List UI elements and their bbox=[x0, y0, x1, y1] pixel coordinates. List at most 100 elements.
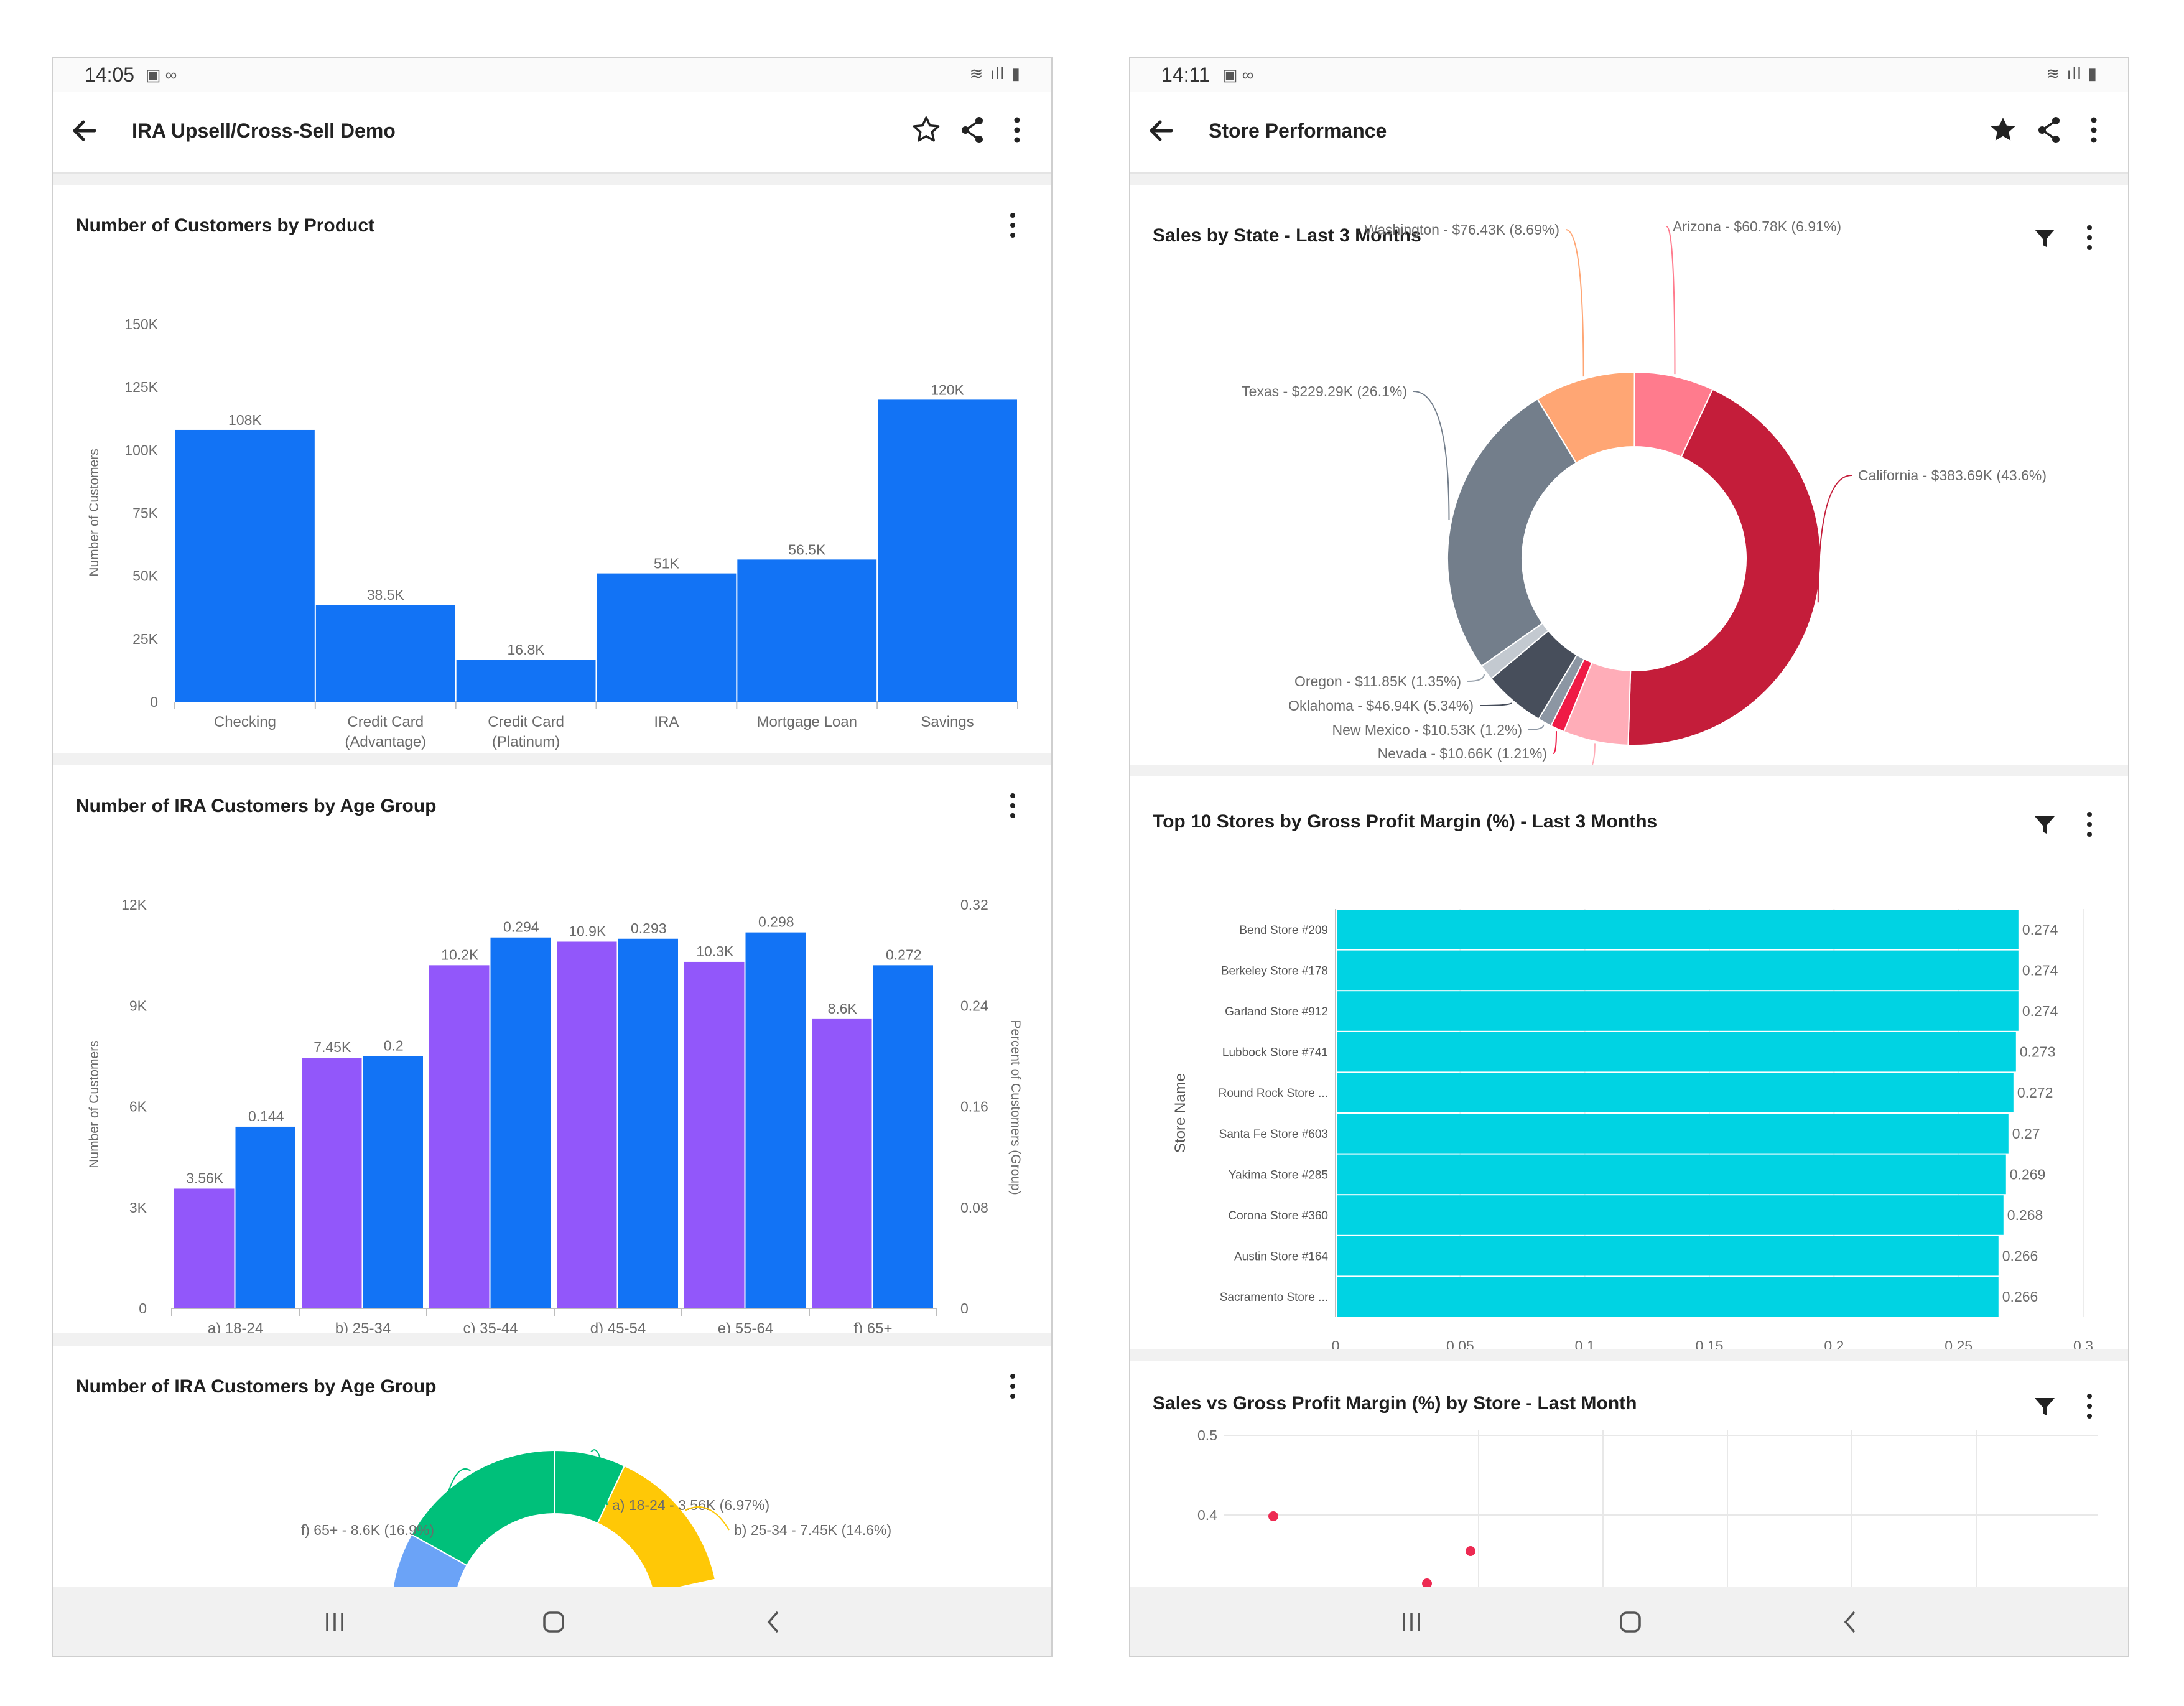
y2-tick-label: 0.24 bbox=[960, 997, 988, 1014]
recent-apps-icon[interactable] bbox=[1394, 1605, 1429, 1639]
back-arrow-icon[interactable] bbox=[1143, 112, 1180, 149]
data-label: 0.2 bbox=[384, 1037, 404, 1053]
slice-label: Texas - $229.29K (26.1%) bbox=[1242, 383, 1407, 399]
data-label: 0.268 bbox=[2007, 1207, 2043, 1223]
y-tick-label: Yakima Store #285 bbox=[1229, 1168, 1328, 1182]
label-leader bbox=[1553, 731, 1557, 754]
signal-battery-icons: ≋ ıll ▮ bbox=[969, 64, 1021, 83]
card-title: Number of Customers by Product bbox=[76, 215, 375, 236]
star-filled-icon[interactable] bbox=[1986, 113, 2020, 147]
more-vert-icon[interactable] bbox=[2077, 113, 2111, 147]
y-tick-label: Round Rock Store ... bbox=[1219, 1087, 1328, 1100]
x-tick-label: Checking bbox=[214, 714, 276, 730]
data-label: 0.274 bbox=[2022, 1003, 2058, 1019]
chart-card-sales-vs-margin: Sales vs Gross Profit Margin (%) by Stor… bbox=[1130, 1361, 2128, 1597]
recent-apps-icon[interactable] bbox=[317, 1605, 352, 1639]
app-bar: Store Performance bbox=[1130, 92, 2128, 174]
card-menu-icon[interactable] bbox=[1000, 1369, 1025, 1403]
label-leader bbox=[1528, 724, 1545, 730]
x-tick-label: 0.05 bbox=[1446, 1338, 1474, 1349]
card-menu-icon[interactable] bbox=[1000, 789, 1025, 823]
status-time: 14:11 bbox=[1161, 63, 1210, 86]
slice-label: a) 18-24 - 3.56K (6.97%) bbox=[612, 1497, 769, 1513]
slice-label: New Mexico - $10.53K (1.2%) bbox=[1332, 722, 1522, 738]
bar-percent bbox=[363, 1056, 423, 1308]
bar-percent bbox=[618, 938, 678, 1308]
label-leader bbox=[1666, 226, 1676, 375]
back-arrow-icon[interactable] bbox=[66, 112, 103, 149]
data-label: 10.2K bbox=[441, 946, 479, 963]
y2-tick-label: 0 bbox=[960, 1300, 969, 1317]
y-tick-label: 125K bbox=[124, 379, 158, 395]
bar bbox=[456, 660, 596, 702]
notification-icons: ▣ ∞ bbox=[146, 65, 177, 84]
y-tick-label: 9K bbox=[129, 997, 147, 1014]
back-nav-icon[interactable] bbox=[1833, 1605, 1868, 1639]
chart-card-ira-by-age-donut: Number of IRA Customers by Age Group a) … bbox=[53, 1346, 1051, 1595]
slice-label: Oklahoma - $46.94K (5.34%) bbox=[1288, 697, 1474, 714]
x-tick-label: d) 45-54 bbox=[590, 1320, 646, 1333]
bar-customers bbox=[429, 965, 490, 1308]
y2-tick-label: 0.08 bbox=[960, 1200, 988, 1216]
y-tick-label: 100K bbox=[124, 442, 158, 458]
tablet-screen-left: 14:05 ▣ ∞ ≋ ıll ▮ IRA Upsell/Cross-Sell … bbox=[52, 57, 1053, 1657]
bar bbox=[597, 573, 737, 702]
bar-percent bbox=[490, 937, 551, 1308]
donut-slice bbox=[1536, 371, 1635, 464]
horizontal-bar-chart-top10-stores: 0 0.05 0.1 0.15 0.2 0.25 0.3 0.274 Bend Store #2… bbox=[1172, 909, 2093, 1349]
card-menu-icon[interactable] bbox=[2077, 221, 2102, 254]
filter-icon[interactable] bbox=[2031, 1393, 2058, 1420]
x-tick-label: (Advantage) bbox=[345, 734, 426, 750]
data-label: 0.272 bbox=[2017, 1084, 2053, 1101]
data-label: 120K bbox=[931, 381, 964, 398]
status-bar: 14:05 ▣ ∞ ≋ ıll ▮ bbox=[53, 58, 1051, 92]
home-icon[interactable] bbox=[1613, 1605, 1648, 1639]
filter-icon[interactable] bbox=[2031, 225, 2058, 252]
donut-slice bbox=[597, 1465, 717, 1594]
data-label: 38.5K bbox=[367, 587, 405, 603]
bar-customers bbox=[174, 1188, 235, 1308]
home-icon[interactable] bbox=[536, 1605, 571, 1639]
x-tick-label: e) 55-64 bbox=[718, 1320, 773, 1333]
bar bbox=[1337, 910, 2019, 949]
star-outline-icon[interactable] bbox=[909, 113, 943, 147]
y-axis-title: Number of Customers bbox=[87, 1040, 101, 1168]
notification-icons: ▣ ∞ bbox=[1222, 65, 1254, 84]
card-menu-icon[interactable] bbox=[2077, 1389, 2102, 1423]
bar bbox=[878, 399, 1017, 702]
slice-label: b) 25-34 - 7.45K (14.6%) bbox=[734, 1522, 891, 1538]
slice-label: Nevada - $10.66K (1.21%) bbox=[1378, 745, 1547, 762]
data-label: 10.9K bbox=[569, 923, 606, 939]
bar bbox=[1337, 950, 2019, 991]
card-menu-icon[interactable] bbox=[1000, 208, 1025, 242]
slice-label: f) 65+ - 8.6K (16.9%) bbox=[301, 1522, 434, 1538]
share-icon[interactable] bbox=[2032, 113, 2066, 147]
share-icon[interactable] bbox=[955, 113, 989, 147]
card-menu-icon[interactable] bbox=[2077, 808, 2102, 841]
bar-chart-customers-by-product: 0 25K 50K 75K 100K 125K 150K 108K Checking 38.5K C… bbox=[87, 316, 1018, 750]
bar-customers bbox=[557, 941, 617, 1308]
y-tick-label: Santa Fe Store #603 bbox=[1219, 1128, 1328, 1141]
more-vert-icon[interactable] bbox=[1000, 113, 1034, 147]
y-tick-label: 3K bbox=[129, 1200, 147, 1216]
data-label: 0.269 bbox=[2010, 1166, 2046, 1182]
scatter-point bbox=[1268, 1511, 1278, 1521]
x-tick-label: Credit Card bbox=[347, 714, 424, 730]
data-label: 51K bbox=[654, 556, 680, 572]
slice-label: California - $383.69K (43.6%) bbox=[1858, 467, 2047, 483]
system-nav-bar bbox=[53, 1587, 1051, 1656]
y2-axis-title: Percent of Customers (Group) bbox=[1008, 1020, 1023, 1195]
chart-card-customers-by-product: Number of Customers by Product 0 25K 50K 75… bbox=[53, 185, 1051, 753]
back-nav-icon[interactable] bbox=[756, 1605, 791, 1639]
y-tick-label: Bend Store #209 bbox=[1239, 924, 1328, 937]
data-label: 0.274 bbox=[2022, 962, 2058, 978]
signal-battery-icons: ≋ ıll ▮ bbox=[2046, 64, 2098, 83]
y-tick-label: Austin Store #164 bbox=[1234, 1251, 1328, 1264]
filter-icon[interactable] bbox=[2031, 811, 2058, 839]
label-leader bbox=[590, 1449, 608, 1506]
dashboard-title: IRA Upsell/Cross-Sell Demo bbox=[132, 119, 396, 142]
chart-card-sales-by-state: Sales by State - Last 3 Months Arizona -… bbox=[1130, 185, 2128, 765]
card-title: Top 10 Stores by Gross Profit Margin (%)… bbox=[1153, 811, 1658, 832]
x-tick-label: (Platinum) bbox=[492, 734, 560, 750]
data-label: 108K bbox=[228, 412, 262, 428]
